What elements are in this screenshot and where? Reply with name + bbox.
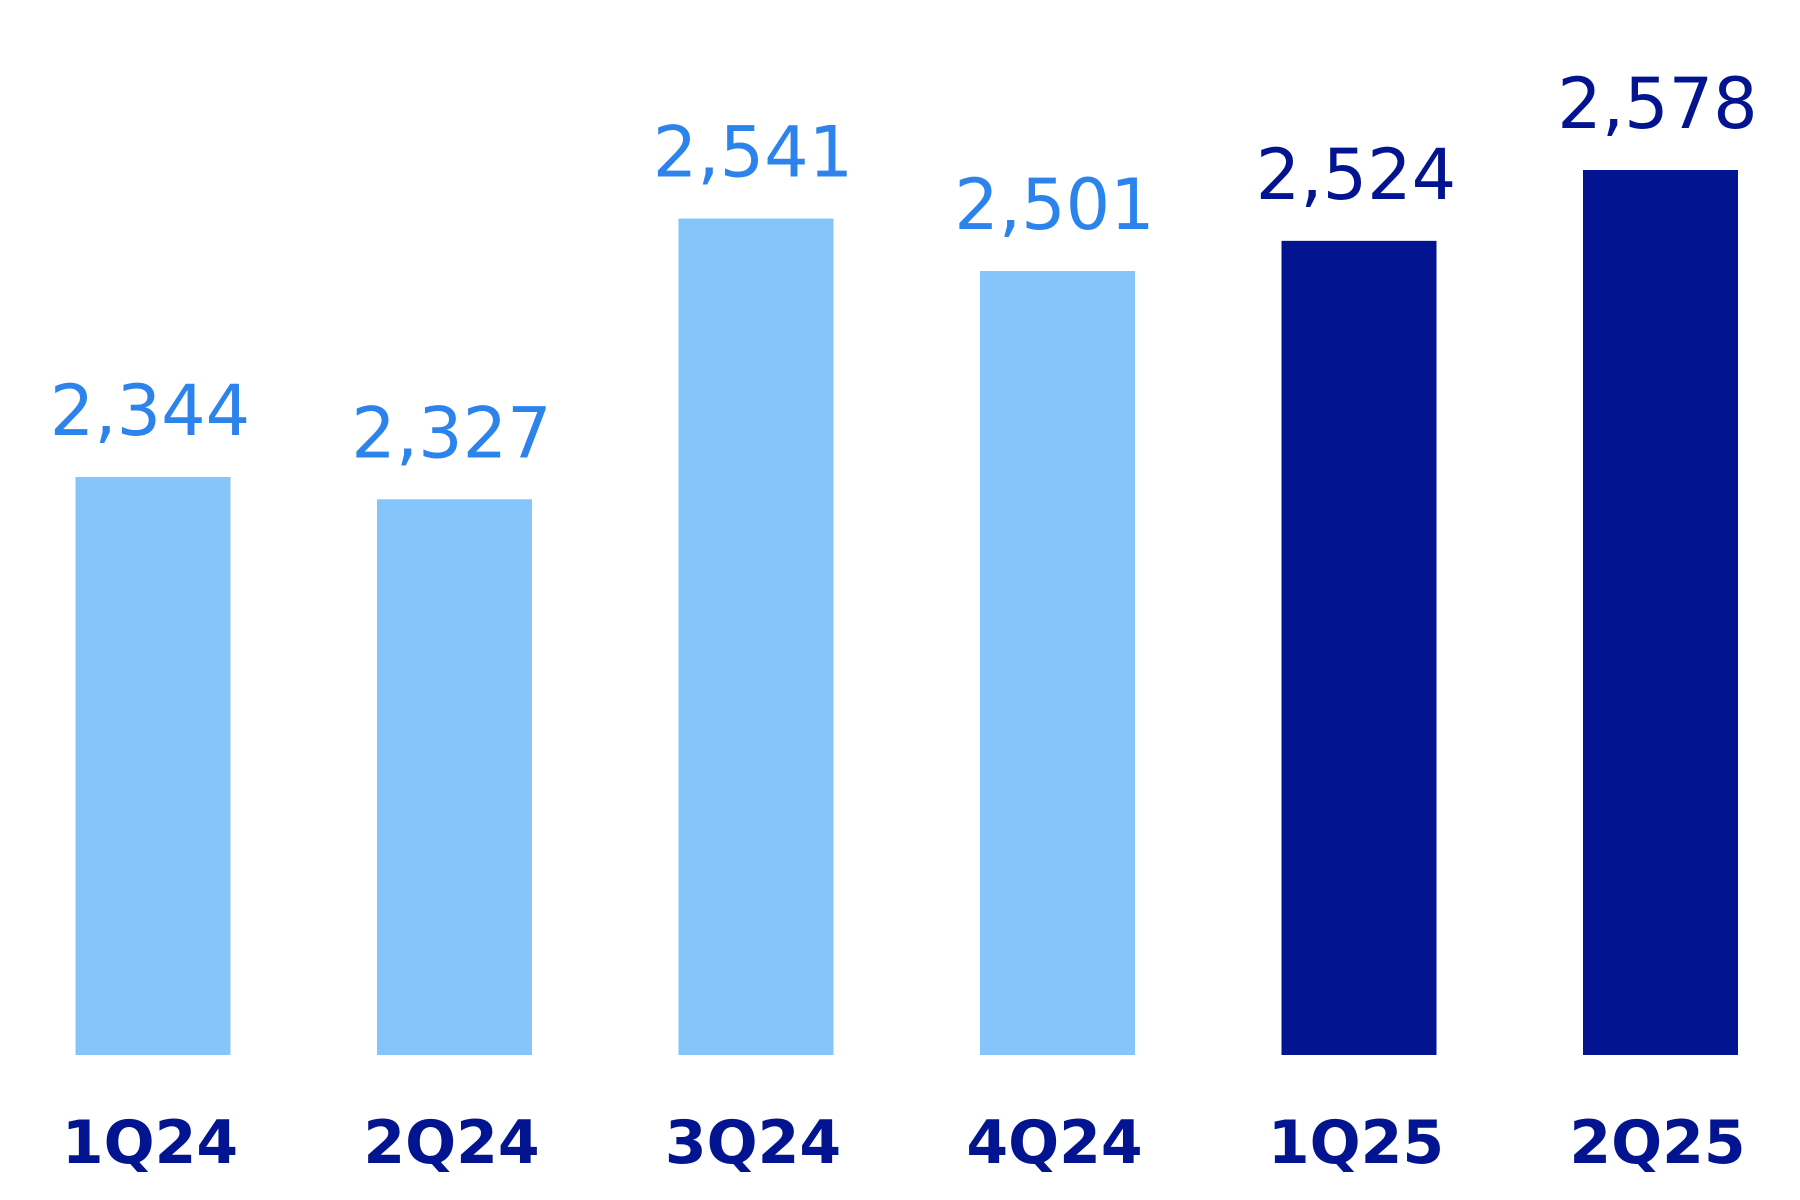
value-label-2q24: 2,327	[351, 392, 551, 474]
value-label-1q25: 2,524	[1256, 134, 1456, 216]
category-label-4q24: 4Q24	[966, 1108, 1142, 1178]
bar-2q24	[377, 499, 532, 1055]
value-labels-group: 2,344 2,327 2,541 2,501 2,524 2,578	[50, 63, 1758, 474]
category-label-1q24: 1Q24	[62, 1108, 238, 1178]
bar-3q24	[678, 218, 834, 1056]
bars-group	[75, 170, 1738, 1056]
category-label-2q25: 2Q25	[1569, 1108, 1745, 1178]
value-label-4q24: 2,501	[954, 164, 1154, 246]
value-label-2q25: 2,578	[1557, 63, 1757, 145]
category-label-3q24: 3Q24	[665, 1108, 841, 1178]
bar-4q24	[980, 271, 1135, 1055]
value-label-1q24: 2,344	[50, 370, 250, 452]
bar-2q25	[1583, 170, 1738, 1055]
category-label-1q25: 1Q25	[1268, 1108, 1444, 1178]
category-labels-group: 1Q24 2Q24 3Q24 4Q24 1Q25 2Q25	[62, 1108, 1746, 1178]
bar-1q25	[1281, 240, 1437, 1055]
value-label-3q24: 2,541	[653, 112, 853, 194]
bar-1q24	[75, 477, 231, 1055]
category-label-2q24: 2Q24	[363, 1108, 539, 1178]
